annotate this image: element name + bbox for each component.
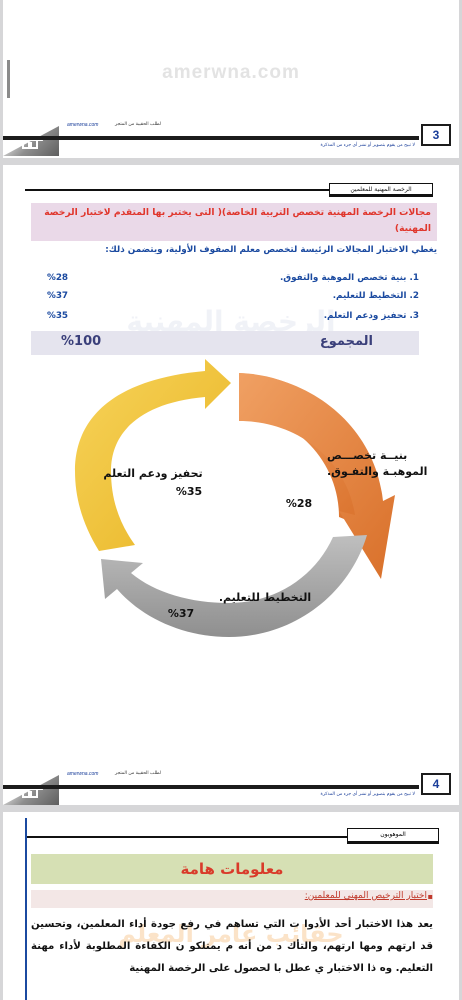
segment-1-line1: بنيــة تخصـــص bbox=[327, 449, 407, 462]
margin-rule bbox=[25, 818, 27, 1000]
footer-site: amerwna.com bbox=[67, 122, 99, 128]
intro-text: يغطي الاختبار المجالات الرئيسة لتخصص معل… bbox=[105, 245, 437, 255]
footer-rule bbox=[3, 785, 419, 789]
total-label: المجموع bbox=[319, 334, 373, 349]
segment-1-line2: الموهبـة والتفـوق. bbox=[327, 465, 427, 478]
domain-row: 2. التخطيط للتعليم. %37 bbox=[47, 291, 419, 305]
domain-row: 1. بنية تخصص الموهبة والتفوق. %28 bbox=[47, 273, 419, 287]
cycle-segment-2-body bbox=[101, 535, 367, 637]
header-box: الرخصة المهنية للمعلمين bbox=[329, 183, 433, 197]
segment-3-line1: تحفيز ودعم التعلم bbox=[103, 467, 202, 480]
segment-2-line1: التخطيط للتعليم. bbox=[219, 591, 311, 604]
margin-bar bbox=[7, 60, 10, 98]
header-box: الموهوبون bbox=[347, 828, 439, 844]
domain-percent: %28 bbox=[47, 273, 69, 283]
subheading: اختبار الترخيص المهني للمعلمين: bbox=[304, 891, 427, 901]
domain-label: 3. تحفيز ودعم التعلم. bbox=[323, 311, 419, 321]
page-number: 4 bbox=[421, 773, 451, 795]
segment-3-percent: %35 bbox=[176, 485, 202, 498]
cycle-segment-3-body bbox=[75, 359, 231, 551]
footer-rule bbox=[3, 136, 419, 140]
subheading-band bbox=[31, 890, 433, 908]
page-footer: amerwna.com لطلب الحقيبة من المتجر لا تب… bbox=[3, 771, 459, 805]
section-title: مجالات الرخصة المهنية تخصص التربية الخاص… bbox=[31, 203, 437, 241]
page-watermark: حقائب عامر المعلم bbox=[118, 920, 344, 948]
cycle-diagram: بنيــة تخصـــص الموهبـة والتفـوق. %28 ال… bbox=[75, 359, 427, 637]
domain-percent: %37 bbox=[47, 291, 69, 301]
domain-label: 1. بنية تخصص الموهبة والتفوق. bbox=[279, 273, 419, 283]
footer-subtitle: لطلب الحقيبة من المتجر bbox=[115, 122, 161, 127]
domain-row: 3. تحفيز ودعم التعلم. %35 bbox=[47, 311, 419, 325]
cycle-segment-1-body bbox=[239, 373, 395, 579]
domain-percent: %35 bbox=[47, 311, 69, 321]
footer-rights: لا تبيح من يقوم بتصوير أو نشر أي جزء من … bbox=[320, 143, 415, 148]
footer-subtitle: لطلب الحقيبة من المتجر bbox=[115, 771, 161, 776]
total-row: المجموع %100 bbox=[31, 331, 419, 355]
page-5: الموهوبون معلومات هامة اختبار الترخيص ال… bbox=[3, 812, 459, 1000]
footer-rights: لا تبيح من يقوم بتصوير أو نشر أي جزء من … bbox=[320, 792, 415, 797]
site-watermark: amerwna.com bbox=[162, 62, 300, 83]
page-4: الرخصة المهنية للمعلمين مجالات الرخصة ال… bbox=[3, 165, 459, 805]
info-banner: معلومات هامة bbox=[31, 854, 433, 884]
bullet-icon: ▪ bbox=[427, 892, 433, 901]
page-footer: amerwna.com لطلب الحقيبة من المتجر لا تب… bbox=[3, 122, 459, 156]
domain-label: 2. التخطيط للتعليم. bbox=[332, 291, 419, 301]
page-number: 3 bbox=[421, 124, 451, 146]
header-rule bbox=[25, 189, 413, 191]
header-rule bbox=[27, 836, 347, 838]
footer-site: amerwna.com bbox=[67, 771, 99, 777]
total-percent: %100 bbox=[61, 334, 102, 349]
page-3: amerwna.com amerwna.com لطلب الحقيبة من … bbox=[3, 0, 459, 158]
segment-1-percent: %28 bbox=[286, 497, 312, 510]
body-paragraph: يعد هذا الاختبار أحد الأدوا ت التي تساهم… bbox=[31, 919, 433, 974]
segment-2-percent: %37 bbox=[168, 607, 194, 620]
